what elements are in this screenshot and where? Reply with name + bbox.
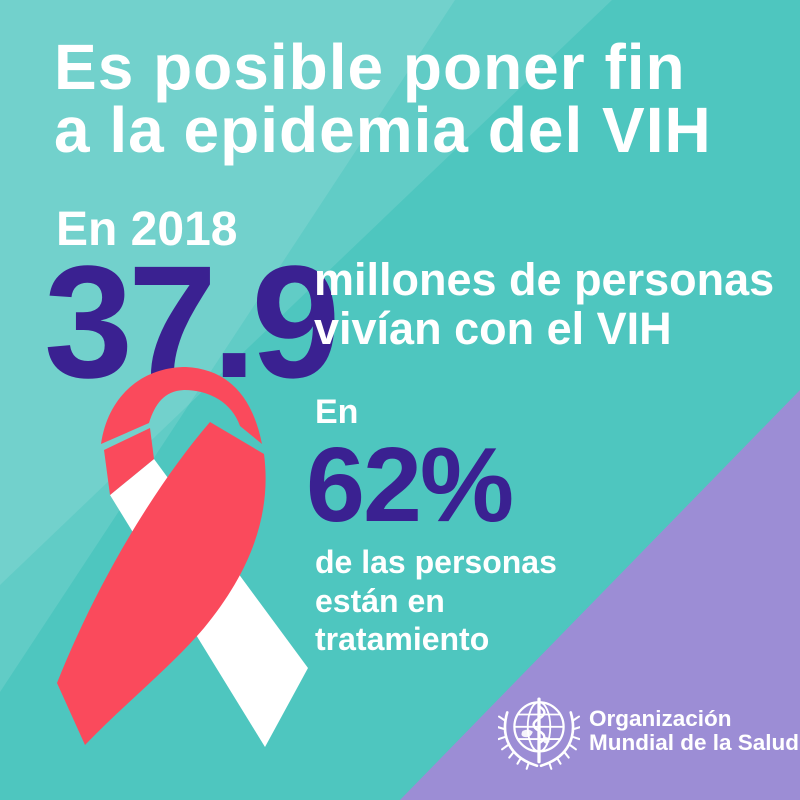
stat-treatment-prefix: En [315, 393, 359, 431]
title-line2: a la epidemia del VIH [54, 94, 712, 166]
stat-2018-description: millones de personas vivían con el VIH [314, 255, 774, 353]
stat-treatment-desc-line3: tratamiento [315, 621, 490, 657]
stat-2018-desc-line2: vivían con el VIH [314, 303, 672, 354]
stat-treatment-desc-line1: de las personas [315, 544, 557, 580]
stat-treatment-desc-line2: están en [315, 582, 445, 619]
who-org-name-line2: Mundial de la Salud [589, 730, 800, 755]
title-line1: Es posible poner fin [54, 31, 686, 103]
awareness-ribbon-icon [57, 367, 308, 747]
stat-2018-desc-line1: millones de personas [314, 254, 775, 305]
who-logo: Organización Mundial de la Salud [498, 694, 799, 776]
who-emblem-icon [498, 697, 580, 770]
who-org-name-line1: Organización [589, 706, 732, 731]
page-title: Es posible poner fin a la epidemia del V… [54, 35, 712, 162]
stat-treatment-value: 62% [306, 426, 514, 544]
stat-2018-prefix: En 2018 [56, 203, 238, 256]
stat-treatment-description: de las personas están en tratamiento [315, 543, 557, 659]
who-org-name: Organización Mundial de la Salud [589, 707, 799, 755]
